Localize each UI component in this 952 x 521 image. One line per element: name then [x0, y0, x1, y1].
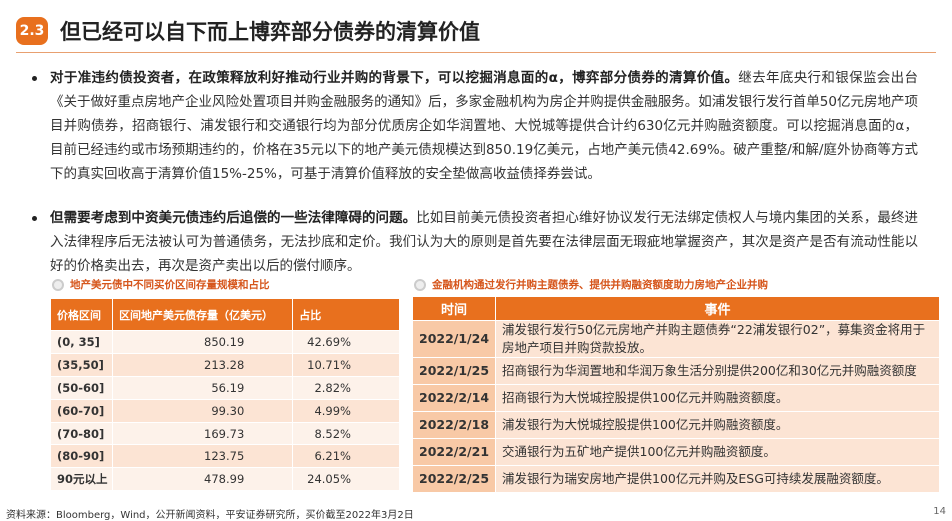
column-header: 时间: [411, 296, 497, 321]
table-cell: (50-60]: [49, 375, 114, 400]
table-cell: 4.99%: [292, 398, 400, 423]
column-header: 价格区间: [49, 298, 114, 331]
header-row: 时间 事件: [411, 296, 940, 321]
bullet-text: 比如目前美元债投资者担心维好协议发行无法绑定债权人与境内集团的关系，最终进入法律…: [50, 210, 919, 274]
page-number: 14: [933, 506, 946, 517]
table-cell: 2022/2/25: [411, 465, 497, 493]
bullet-lead: 对于准违约债投资者，在政策释放利好推动行业并购的背景下，可以挖掘消息面的α，博弈…: [50, 70, 739, 86]
table-cell: 2022/2/14: [411, 384, 497, 412]
table-cell: (70-80]: [49, 421, 114, 446]
table-cell: 24.05%: [292, 467, 400, 492]
table-row: 2022/1/24 浦发银行发行50亿元房地产并购主题债券“22浦发银行02”，募…: [411, 320, 940, 358]
table-cell: 交通银行为五矿地产提供100亿元并购融资额度。: [495, 438, 940, 466]
table-row: (70-80] 169.73 8.52%: [49, 421, 400, 446]
table-row: (50-60] 56.19 2.82%: [49, 375, 400, 400]
table-row: 2022/2/18 浦发银行为大悦城控股提供100亿元并购融资额度。: [411, 411, 940, 439]
table-row: 2022/2/14 招商银行为大悦城控股提供100亿元并购融资额度。: [411, 384, 940, 412]
table-row: 2022/2/25 浦发银行为瑞安房地产提供100亿元并购及ESG可持续发展融资额…: [411, 465, 940, 493]
table-cell: 6.21%: [292, 444, 400, 469]
table-cell: 169.73: [112, 421, 294, 446]
source-note: 资料来源：Bloomberg，Wind，公开新闻资料，平安证券研究所，买价截至2…: [6, 510, 414, 521]
table-title: 地产美元债中不同买价区间存量规模和占比: [52, 277, 270, 292]
table-title: 金融机构通过发行并购主题债券、提供并购融资额度助力房地产企业并购: [414, 277, 768, 292]
table-row: (80-90] 123.75 6.21%: [49, 444, 400, 469]
table-cell: 2022/2/21: [411, 438, 497, 466]
table-cell: 2.82%: [292, 375, 400, 400]
column-header: 事件: [495, 296, 940, 321]
icon: [414, 278, 426, 291]
table-cell: 2022/1/25: [411, 357, 497, 385]
slide-title: 但已经可以自下而上博弈部分债券的清算价值: [60, 20, 480, 44]
column-header: 区间地产美元债存量（亿美元）: [112, 298, 294, 331]
divider: [16, 52, 936, 53]
table-cell: 2022/2/18: [411, 411, 497, 439]
table-row: (0, 35] 850.19 42.69%: [49, 330, 400, 354]
bullet: 对于准违约债投资者，在政策释放利好推动行业并购的背景下，可以挖掘消息面的α，博弈…: [32, 66, 919, 186]
table-cell: (0, 35]: [49, 330, 114, 354]
table-row: 90元以上 478.99 24.05%: [49, 467, 400, 492]
bullet: 但需要考虑到中资美元债违约后追偿的一些法律障碍的问题。比如目前美元债投资者担心维…: [32, 206, 919, 278]
table-cell: 10.71%: [292, 352, 400, 377]
column-header: 占比: [292, 298, 400, 331]
table-row: 2022/1/25 招商银行为华润置地和华润万象生活分别提供200亿和30亿元并购…: [411, 357, 940, 385]
bullet-lead: 但需要考虑到中资美元债违约后追偿的一些法律障碍的问题。: [50, 210, 417, 226]
table-cell: 浦发银行发行50亿元房地产并购主题债券“22浦发银行02”，募集资金将用于房地产…: [495, 320, 940, 358]
table-cell: 90元以上: [49, 467, 114, 492]
table-cell: 招商银行为大悦城控股提供100亿元并购融资额度。: [495, 384, 940, 412]
table-cell: 2022/1/24: [411, 320, 497, 358]
table-cell: 浦发银行为瑞安房地产提供100亿元并购及ESG可持续发展融资额度。: [495, 465, 940, 493]
table: 时间 事件 2022/1/24 浦发银行发行50亿元房地产并购主题债券“22浦发银行0…: [411, 296, 940, 493]
table-row: (60-70] 99.30 4.99%: [49, 398, 400, 423]
section-badge: 2.3: [16, 17, 48, 45]
table-cell: 浦发银行为大悦城控股提供100亿元并购融资额度。: [495, 411, 940, 439]
table-cell: 99.30: [112, 398, 294, 423]
table-cell: 213.28: [112, 352, 294, 377]
table-row: 2022/2/21 交通银行为五矿地产提供100亿元并购融资额度。: [411, 438, 940, 466]
table-cell: (35,50]: [49, 352, 114, 377]
icon: [52, 278, 64, 291]
bullet-text: 继去年底央行和银保监会出台《关于做好重点房地产企业风险处置项目并购金融服务的通知…: [50, 70, 919, 182]
table-cell: (80-90]: [49, 444, 114, 469]
table-cell: 56.19: [112, 375, 294, 400]
table-cell: 850.19: [112, 330, 294, 354]
table-row: (35,50] 213.28 10.71%: [49, 352, 400, 377]
table-title-text: 金融机构通过发行并购主题债券、提供并购融资额度助力房地产企业并购: [432, 279, 768, 291]
table-cell: 123.75: [112, 444, 294, 469]
table: 价格区间 区间地产美元债存量（亿美元） 占比 (0, 35] 850.19 42.69%(…: [49, 298, 400, 492]
table-cell: (60-70]: [49, 398, 114, 423]
table-cell: 478.99: [112, 467, 294, 492]
table-cell: 招商银行为华润置地和华润万象生活分别提供200亿和30亿元并购融资额度: [495, 357, 940, 385]
table-cell: 8.52%: [292, 421, 400, 446]
header-row: 价格区间 区间地产美元债存量（亿美元） 占比: [49, 298, 400, 331]
table-cell: 42.69%: [292, 330, 400, 354]
table-title-text: 地产美元债中不同买价区间存量规模和占比: [70, 279, 270, 291]
